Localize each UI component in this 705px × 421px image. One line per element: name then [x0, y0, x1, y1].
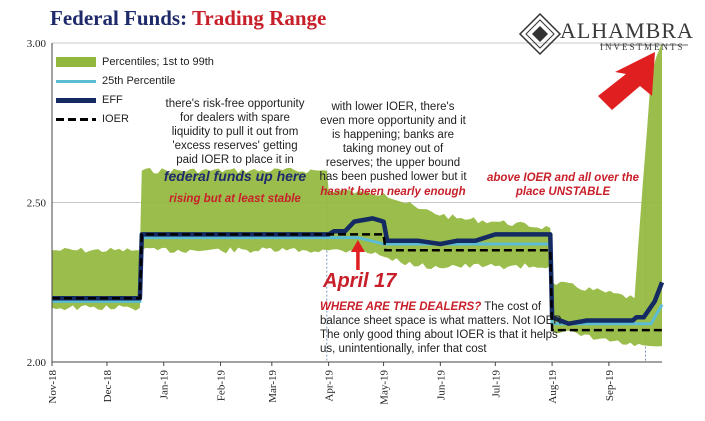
x-tick-label: Sep-19 — [604, 370, 616, 402]
x-tick-label: Feb-19 — [216, 370, 228, 402]
legend-label-band: Percentiles; 1st to 99th — [102, 56, 214, 68]
percentile-band-layer — [52, 43, 662, 347]
annotation-federal-funds: federal funds up here — [163, 168, 307, 184]
annotation-april-17: April 17 — [323, 270, 397, 292]
logo-name: ALHAMBRA — [560, 18, 694, 43]
legend-label-eff: EFF — [102, 94, 123, 106]
annotation-rising: rising but at least stable — [169, 193, 301, 205]
spike-arrow-icon — [598, 52, 655, 110]
axes-layer: 2.00 2.50 3.00 Nov-18 Dec-18 Jan-19 Feb-19 Mar-… — [27, 38, 662, 405]
chart-title: Federal Funds: Trading Range — [50, 6, 326, 31]
legend-label-p25: 25th Percentile — [102, 75, 176, 87]
logo-sub: INVESTMENTS — [600, 42, 685, 52]
annotation-not-enough: hasn't been nearly enough — [320, 186, 466, 198]
x-tick-label: Jan-19 — [159, 370, 171, 400]
annotation-risk-free: there's risk-free opportunity for dealer… — [165, 98, 305, 166]
decorations-layer — [350, 12, 688, 270]
legend-swatch-ioer — [56, 117, 96, 121]
legend-item-p25: 25th Percentile — [56, 74, 175, 88]
x-tick-label: Mar-19 — [267, 370, 279, 403]
legend-item-band: Percentiles; 1st to 99th — [56, 55, 214, 69]
x-tick-label: Jul-19 — [490, 370, 502, 398]
x-tick-label: May-19 — [379, 370, 391, 405]
title-part-1: Federal Funds: — [50, 6, 192, 30]
title-part-2: Trading Range — [191, 6, 327, 30]
percentile-band — [52, 43, 662, 347]
x-tick-label: Nov-18 — [47, 370, 59, 404]
x-tick-label: Jun-19 — [435, 370, 447, 400]
annotation-unstable: above IOER and all over the place UNSTAB… — [486, 172, 640, 198]
annotation-dealers: WHERE ARE THE DEALERS? The cost of balan… — [320, 300, 570, 356]
annotation-dealers-text: The cost of balance sheet space is what … — [320, 301, 565, 355]
legend-label-ioer: IOER — [102, 113, 129, 125]
series-lines-layer — [52, 216, 665, 332]
legend-swatch-eff — [56, 97, 96, 103]
annotation-dealers-title: WHERE ARE THE DEALERS? — [320, 301, 482, 313]
legend-swatch-p25 — [56, 79, 96, 83]
april-17-arrow-icon — [350, 240, 365, 270]
legend-swatch-band — [56, 57, 96, 67]
y-tick-label: 3.00 — [27, 38, 47, 50]
legend-item-ioer: IOER — [56, 112, 129, 126]
series-eff-line — [52, 216, 665, 326]
alhambra-logo-icon — [518, 12, 688, 56]
annotation-lower-ioer: with lower IOER, there's even more oppor… — [319, 101, 467, 183]
legend-item-eff: EFF — [56, 93, 123, 107]
series-ioer-line — [52, 233, 662, 332]
y-tick-label: 2.00 — [27, 357, 47, 369]
x-tick-label: Dec-18 — [102, 370, 114, 403]
x-tick-label: Apr-19 — [324, 370, 336, 402]
y-tick-label: 2.50 — [27, 198, 47, 210]
x-tick-label: Aug-19 — [547, 370, 559, 404]
